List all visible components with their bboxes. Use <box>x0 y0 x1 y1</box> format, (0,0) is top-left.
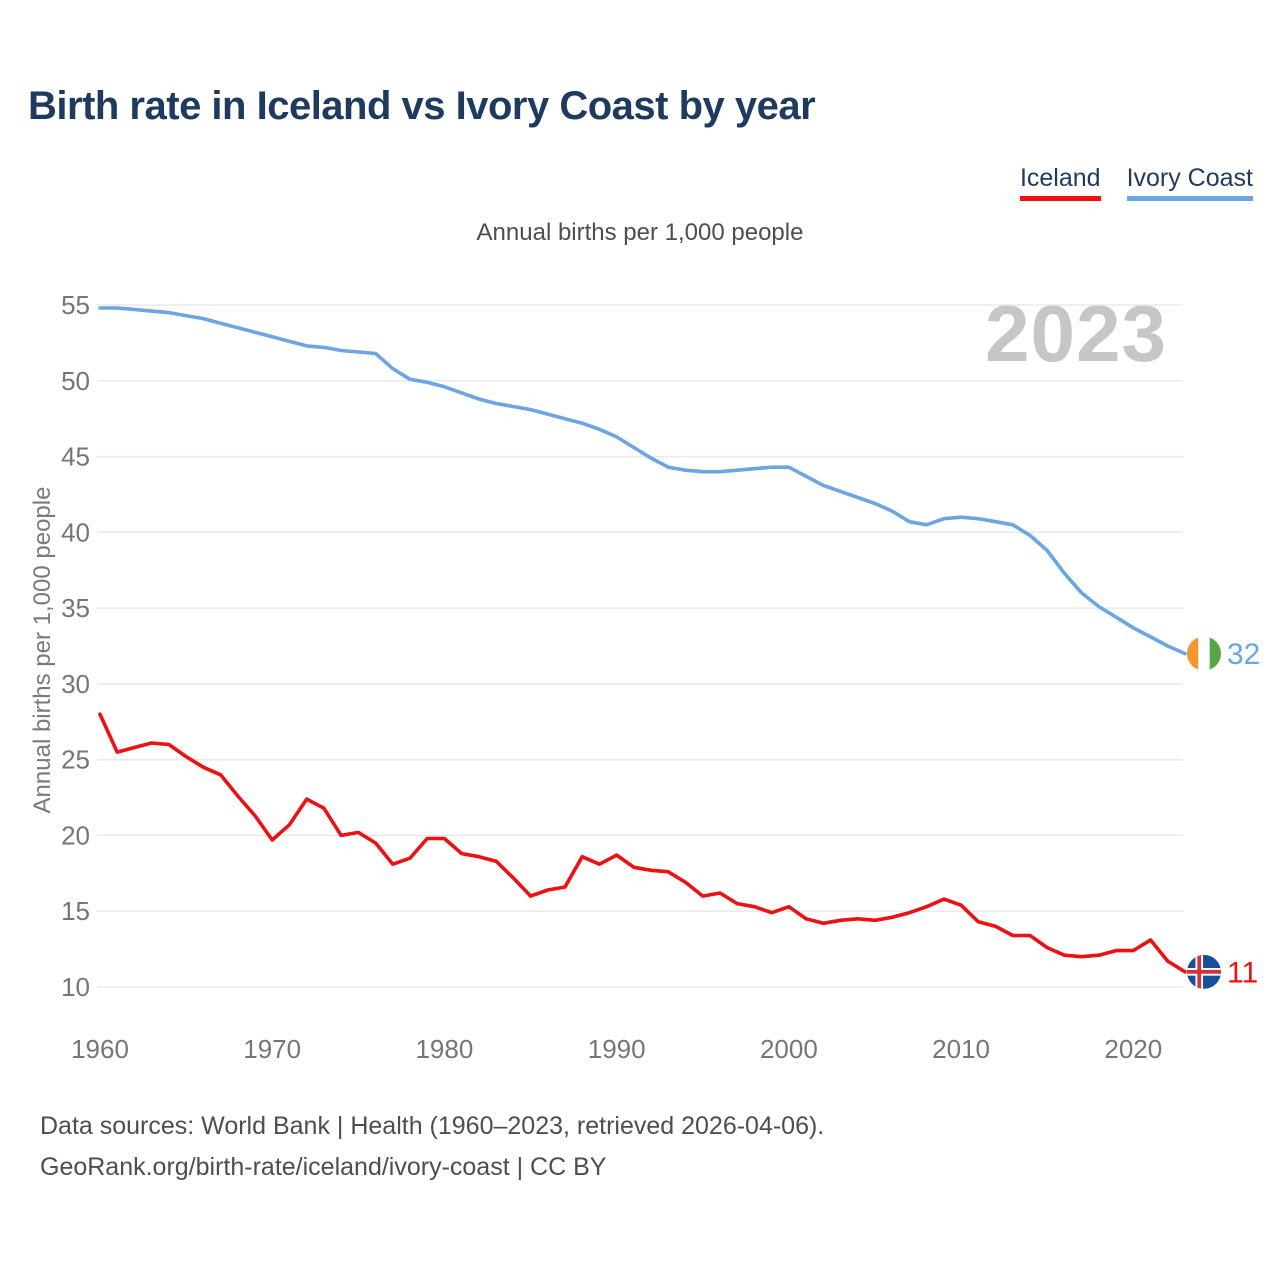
chart-subtitle: Annual births per 1,000 people <box>476 219 804 246</box>
x-tick-label: 1970 <box>243 1034 301 1064</box>
y-tick-label: 45 <box>61 442 90 472</box>
y-tick-label: 55 <box>61 290 90 320</box>
y-tick-label: 50 <box>61 366 90 396</box>
iceland-line <box>98 712 1187 974</box>
x-tick-label: 2010 <box>932 1034 990 1064</box>
footer-data-sources: Data sources: World Bank | Health (1960–… <box>40 1112 825 1140</box>
x-tick-label: 1960 <box>71 1034 129 1064</box>
y-tick-label: 20 <box>61 820 90 850</box>
y-tick-label: 25 <box>61 745 90 775</box>
end-value-label-ivory-coast: 32 <box>1227 638 1260 671</box>
legend-item-iceland[interactable]: Iceland <box>1019 164 1101 201</box>
y-tick-label: 35 <box>61 593 90 623</box>
x-tick-label: 2000 <box>760 1034 818 1064</box>
page-title: Birth rate in Iceland vs Ivory Coast by … <box>28 84 816 128</box>
x-tick-label: 1990 <box>588 1034 646 1064</box>
iceland-flag-icon <box>1187 954 1221 989</box>
footer-url: GeoRank.org/birth-rate/iceland/ivory-coa… <box>40 1152 607 1181</box>
ivory-coast-flag-icon <box>1187 636 1221 671</box>
legend-item-ivory-coast[interactable]: Ivory Coast <box>1126 164 1253 201</box>
x-tick-label: 2020 <box>1104 1034 1162 1064</box>
year-watermark: 2023 <box>985 289 1167 378</box>
line-chart: 10 15 20 25 30 35 40 45 50 55 1960 1970 1980 1990 2000… <box>61 290 1260 1064</box>
y-tick-label: 30 <box>61 669 90 699</box>
end-value-label-iceland: 11 <box>1227 956 1258 989</box>
y-tick-label: 10 <box>61 972 90 1002</box>
y-tick-label: 40 <box>61 517 90 547</box>
legend: Iceland Ivory Coast <box>1019 164 1253 201</box>
x-tick-label: 1980 <box>415 1034 473 1064</box>
y-tick-label: 15 <box>61 896 90 926</box>
ivory-coast-line <box>98 306 1187 656</box>
footer: Data sources: World Bank | Health (1960–… <box>40 1106 824 1187</box>
